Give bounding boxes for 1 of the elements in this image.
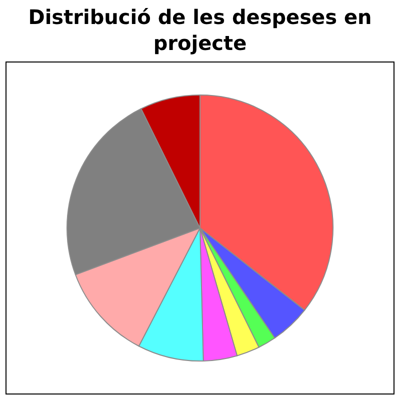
- chart-title: Distribució de les despeses en projecte: [28, 5, 372, 55]
